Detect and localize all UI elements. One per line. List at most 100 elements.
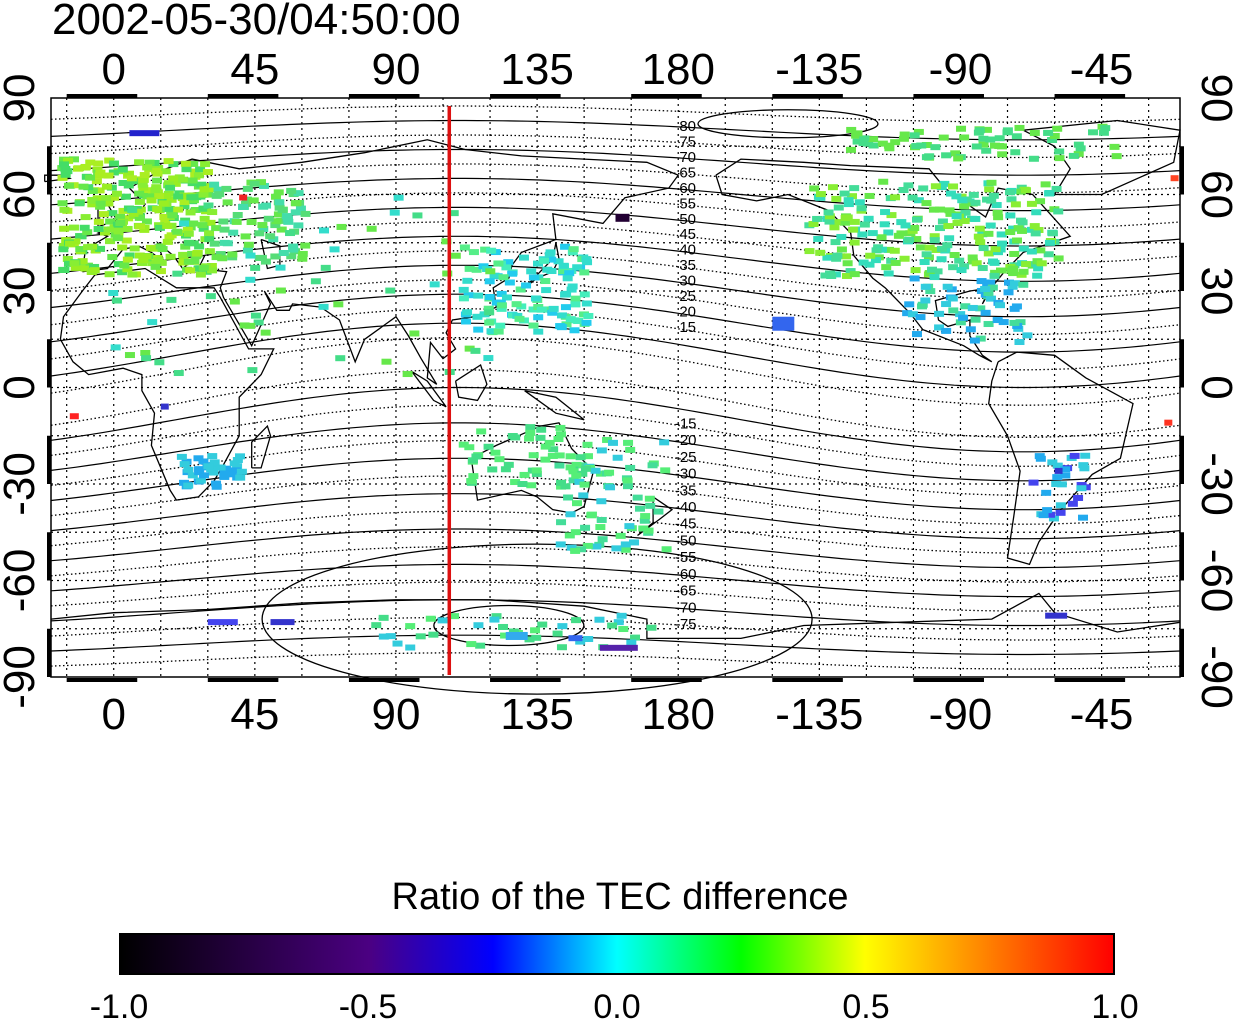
tec-patch — [273, 211, 284, 218]
tec-patch — [582, 542, 593, 549]
tec-patch — [236, 468, 247, 475]
tec-patch — [501, 264, 512, 271]
frame-stripe — [772, 678, 843, 682]
tec-patch — [909, 132, 920, 139]
tec-patch — [273, 189, 284, 196]
tec-patch — [293, 190, 304, 197]
tec-patch — [1051, 480, 1062, 487]
tec-patch — [578, 492, 589, 499]
tec-patch — [1073, 141, 1084, 148]
lon-tick-label-bottom: -135 — [775, 690, 863, 739]
tec-patch — [808, 221, 819, 228]
contour-label: 70 — [679, 149, 696, 166]
tec-patch — [464, 265, 475, 272]
tec-patch — [1056, 481, 1067, 488]
tec-patch — [458, 286, 469, 293]
tec-patch — [155, 268, 166, 275]
tec-patch — [211, 254, 222, 261]
tec-patch — [211, 483, 222, 490]
tec-patch — [990, 269, 1001, 276]
tec-patch — [129, 130, 160, 137]
tec-patch — [93, 225, 104, 232]
tec-patch — [899, 255, 910, 262]
tec-patch — [1055, 509, 1066, 516]
tec-patch — [839, 190, 850, 197]
tec-patch — [926, 266, 937, 273]
tec-patch — [1054, 148, 1065, 155]
tec-patch — [79, 224, 90, 231]
magnetic-latitude-contour — [50, 105, 1181, 123]
tec-patch — [98, 211, 109, 218]
tec-patch — [558, 262, 569, 269]
tec-patch — [123, 182, 134, 189]
tec-patch — [101, 195, 112, 202]
tec-patch — [533, 328, 544, 335]
magnetic-latitude-contour — [50, 163, 1181, 194]
tec-patch — [80, 163, 91, 170]
tec-patch — [824, 218, 835, 225]
magnetic-latitude-contour — [50, 322, 1181, 389]
tec-patch — [1054, 467, 1063, 474]
tec-patch — [567, 283, 578, 290]
tec-patch — [653, 508, 664, 515]
tec-patch — [968, 191, 979, 198]
tec-patch — [1007, 283, 1018, 290]
tec-patch — [124, 352, 135, 359]
tec-patch — [815, 194, 826, 201]
tec-patch — [989, 142, 1000, 149]
magnetic-latitude-contour — [50, 369, 1181, 438]
tec-patch — [942, 242, 953, 249]
tec-patch — [1035, 198, 1046, 205]
tec-patch — [903, 182, 914, 189]
tec-patch — [504, 279, 515, 286]
tec-patch — [1047, 137, 1058, 144]
lat-tick-label-right: 90 — [1192, 74, 1240, 123]
tec-patch — [661, 546, 672, 553]
tec-patch — [983, 290, 994, 297]
tec-patch — [91, 178, 102, 185]
tec-patch — [852, 138, 863, 145]
tec-patch — [929, 237, 940, 244]
tec-patch — [883, 229, 894, 236]
tec-patch — [525, 429, 536, 436]
tec-patch — [524, 435, 535, 442]
tec-patch — [189, 258, 200, 265]
tec-patch — [486, 247, 497, 254]
lat-tick-label-left: 90 — [0, 74, 44, 123]
tec-patch — [528, 322, 539, 329]
tec-patch — [596, 516, 607, 523]
tec-patch — [170, 180, 181, 187]
tec-patch — [944, 207, 955, 214]
tec-patch — [607, 439, 618, 446]
tec-patch — [813, 235, 824, 242]
tec-patch — [493, 328, 504, 335]
tec-patch — [198, 264, 209, 271]
tec-patch — [111, 190, 122, 197]
tec-patch — [583, 636, 594, 643]
tec-patch — [415, 633, 426, 640]
tec-patch — [856, 205, 867, 212]
tec-patch — [535, 434, 546, 441]
tec-patch — [985, 295, 996, 302]
tec-patch — [468, 249, 479, 256]
tec-patch — [526, 482, 537, 489]
tec-patch — [596, 447, 607, 454]
frame-stripe — [913, 94, 984, 98]
tec-patch — [196, 181, 207, 188]
frame-stripe — [490, 678, 561, 682]
tec-patch — [886, 212, 897, 219]
tec-patch — [239, 194, 248, 201]
tec-patch — [318, 303, 329, 310]
tec-patch — [547, 452, 558, 459]
tec-patch — [108, 160, 119, 167]
tec-patch — [625, 464, 636, 471]
tec-patch — [58, 246, 69, 253]
tec-patch — [70, 264, 81, 271]
tec-patch — [597, 536, 608, 543]
tec-patch — [575, 454, 586, 461]
tec-patch — [548, 446, 559, 453]
tec-patch — [293, 222, 304, 229]
frame-stripe — [490, 94, 561, 98]
tec-patch — [570, 301, 581, 308]
tec-patch — [884, 246, 895, 253]
